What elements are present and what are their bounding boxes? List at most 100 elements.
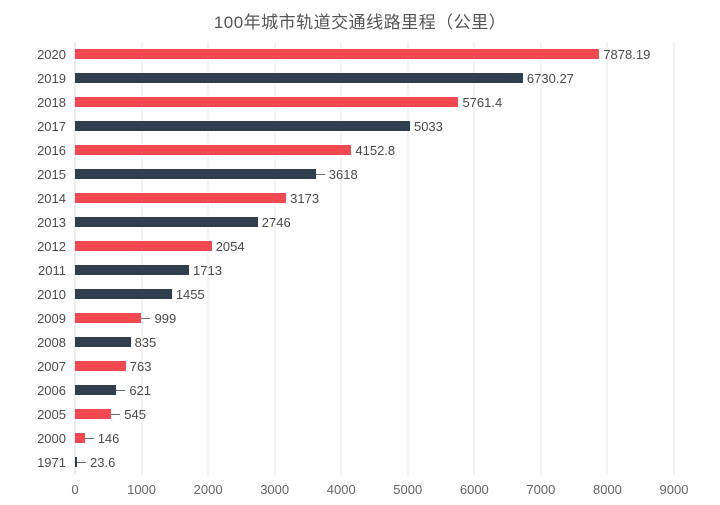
bar bbox=[75, 433, 85, 443]
x-tick-label: 3000 bbox=[260, 482, 290, 497]
bar bbox=[75, 361, 126, 371]
bar-row: 1971 23.6 bbox=[0, 450, 720, 474]
value-label: 1455 bbox=[175, 286, 205, 302]
x-tick-label: 0 bbox=[71, 482, 79, 497]
label-leader-line bbox=[111, 413, 121, 415]
bar-row: 2010 1455 bbox=[0, 282, 720, 306]
chart-title: 100年城市轨道交通线路里程（公里） bbox=[213, 13, 507, 32]
value-label: 3173 bbox=[290, 190, 320, 206]
value-label: 6730.27 bbox=[526, 70, 574, 86]
value-label: 146 bbox=[97, 430, 120, 446]
value-label: 999 bbox=[154, 310, 177, 326]
plot-area: 2020 7878.19 2019 6730.27 2018 5761.4 2017 5033… bbox=[0, 42, 720, 497]
category-label: 2012 bbox=[37, 238, 66, 254]
label-leader-line bbox=[84, 437, 94, 439]
bar-row: 2000 146 bbox=[0, 426, 720, 450]
bar bbox=[75, 97, 459, 107]
bar bbox=[75, 241, 212, 251]
x-tick-label: 7000 bbox=[526, 482, 556, 497]
bar bbox=[75, 265, 189, 275]
bar-row: 2013 2746 bbox=[0, 210, 720, 234]
category-label: 2017 bbox=[37, 118, 66, 134]
value-label: 5033 bbox=[413, 118, 443, 134]
x-tick-label: 5000 bbox=[393, 482, 423, 497]
x-axis: 0 1000 2000 3000 4000 5000 6000 7000 8000 9000 bbox=[71, 482, 688, 502]
bar-track: 545 bbox=[75, 402, 674, 426]
bar-row: 2019 6730.27 bbox=[0, 66, 720, 90]
bar-row: 2016 4152.8 bbox=[0, 138, 720, 162]
bar bbox=[75, 409, 112, 419]
bar-track: 4152.8 bbox=[75, 138, 674, 162]
value-label: 621 bbox=[129, 382, 152, 398]
bar-row: 2017 5033 bbox=[0, 114, 720, 138]
bar-track: 999 bbox=[75, 306, 674, 330]
value-label: 7878.19 bbox=[603, 46, 651, 62]
bar bbox=[75, 217, 258, 227]
category-label: 2007 bbox=[37, 358, 66, 374]
bar-row: 2018 5761.4 bbox=[0, 90, 720, 114]
value-label: 763 bbox=[129, 358, 152, 374]
value-label: 4152.8 bbox=[355, 142, 396, 158]
x-tick-label: 4000 bbox=[326, 482, 356, 497]
bar-track: 23.6 bbox=[75, 450, 674, 474]
x-tick-label: 6000 bbox=[459, 482, 489, 497]
bar-track: 763 bbox=[75, 354, 674, 378]
bar-track: 5033 bbox=[75, 114, 674, 138]
x-tick-label: 9000 bbox=[659, 482, 689, 497]
bar-row: 2009 999 bbox=[0, 306, 720, 330]
category-label: 2019 bbox=[37, 70, 66, 86]
bar bbox=[75, 169, 316, 179]
category-label: 2014 bbox=[37, 190, 66, 206]
bar bbox=[75, 145, 352, 155]
bar-row: 2015 3618 bbox=[0, 162, 720, 186]
value-label: 5761.4 bbox=[462, 94, 503, 110]
category-label: 2015 bbox=[37, 166, 66, 182]
bar bbox=[75, 337, 131, 347]
value-label: 2054 bbox=[215, 238, 245, 254]
bar-track: 2746 bbox=[75, 210, 674, 234]
value-label: 3618 bbox=[328, 166, 358, 182]
bar bbox=[75, 193, 287, 203]
label-leader-line bbox=[141, 317, 151, 319]
category-label: 2011 bbox=[38, 262, 66, 278]
bar-track: 5761.4 bbox=[75, 90, 674, 114]
x-tick-label: 2000 bbox=[193, 482, 223, 497]
value-label: 835 bbox=[134, 334, 157, 350]
bar-track: 3173 bbox=[75, 186, 674, 210]
bar-row: 2008 835 bbox=[0, 330, 720, 354]
bar bbox=[75, 49, 600, 59]
bar-row: 2007 763 bbox=[0, 354, 720, 378]
x-tick-label: 8000 bbox=[592, 482, 622, 497]
category-label: 2009 bbox=[37, 310, 66, 326]
category-label: 1971 bbox=[37, 454, 66, 470]
value-label: 23.6 bbox=[90, 454, 116, 470]
bar-rows: 2020 7878.19 2019 6730.27 2018 5761.4 2017 5033… bbox=[0, 42, 720, 474]
label-leader-line bbox=[116, 389, 126, 391]
category-label: 2000 bbox=[37, 430, 66, 446]
x-tick-label: 1000 bbox=[127, 482, 157, 497]
bar bbox=[75, 457, 77, 467]
bar-row: 2020 7878.19 bbox=[0, 42, 720, 66]
bar-row: 2014 3173 bbox=[0, 186, 720, 210]
bar-track: 621 bbox=[75, 378, 674, 402]
bar-row: 2005 545 bbox=[0, 402, 720, 426]
category-label: 2008 bbox=[37, 334, 66, 350]
category-label: 2010 bbox=[37, 286, 66, 302]
label-leader-line bbox=[77, 461, 86, 463]
bar bbox=[75, 313, 142, 323]
bar-row: 2011 1713 bbox=[0, 258, 720, 282]
bar bbox=[75, 121, 410, 131]
bar-track: 835 bbox=[75, 330, 674, 354]
category-label: 2018 bbox=[37, 94, 66, 110]
bar-track: 146 bbox=[75, 426, 674, 450]
bar-track: 6730.27 bbox=[75, 66, 674, 90]
value-label: 545 bbox=[124, 406, 146, 422]
bar-row: 2006 621 bbox=[0, 378, 720, 402]
bar-track: 2054 bbox=[75, 234, 674, 258]
value-label: 1713 bbox=[193, 262, 222, 278]
bar bbox=[75, 73, 523, 83]
category-label: 2013 bbox=[37, 214, 66, 230]
category-label: 2016 bbox=[37, 142, 66, 158]
category-label: 2005 bbox=[37, 406, 66, 422]
